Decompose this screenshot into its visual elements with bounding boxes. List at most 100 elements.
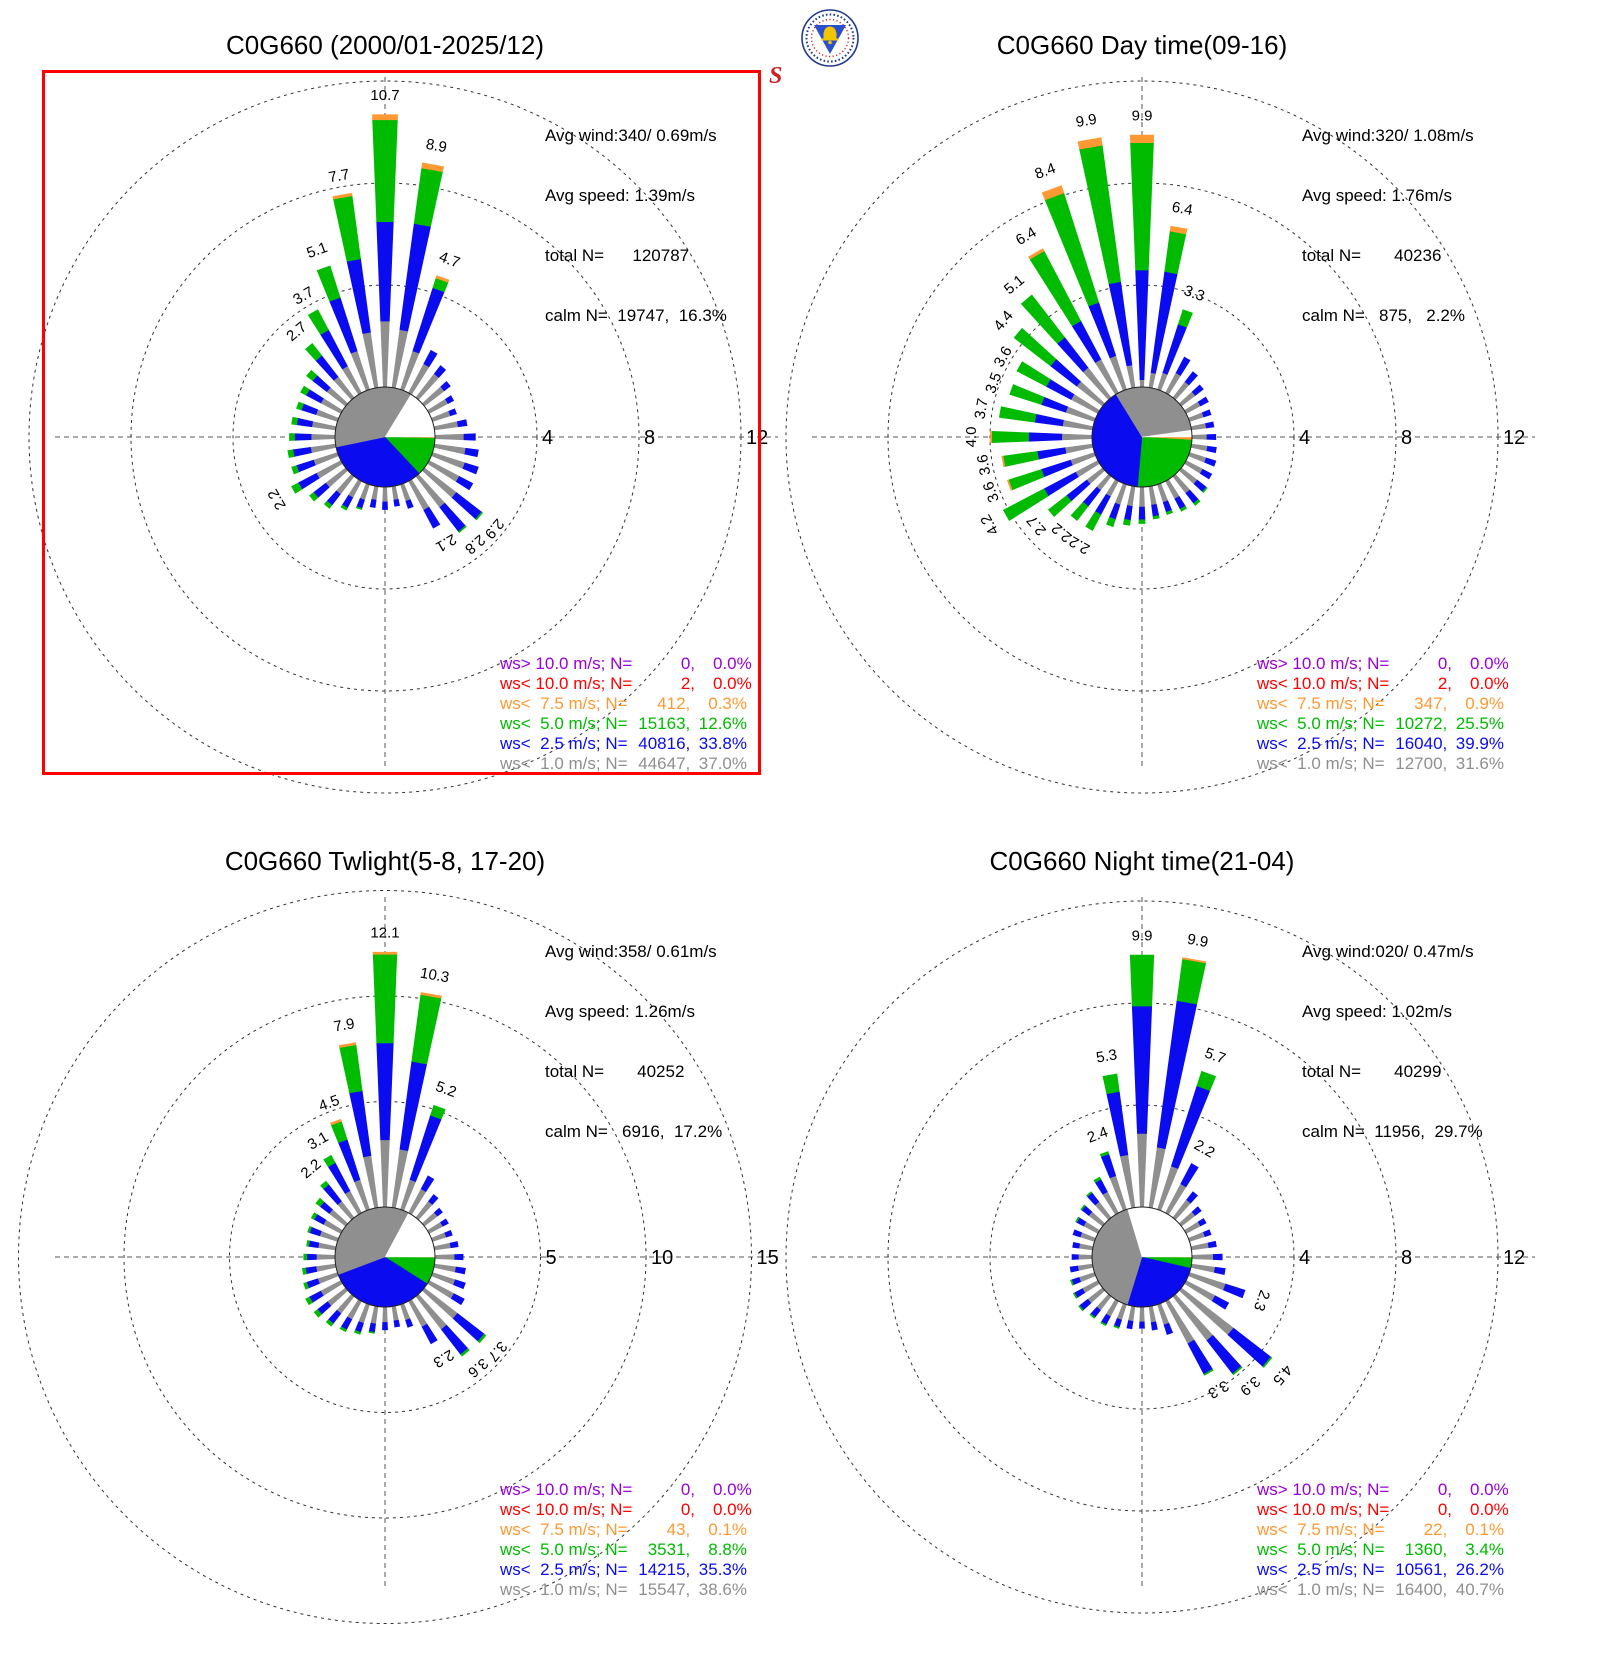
calm-speed-pie xyxy=(1091,386,1193,488)
legend-row: ws< 5.0 m/s; N= 1360, 3.4% xyxy=(1257,1540,1509,1560)
ring-tick-label: 5 xyxy=(546,1247,557,1269)
bar-segment xyxy=(408,363,430,395)
bar-segment xyxy=(291,465,300,475)
bar-segment xyxy=(371,485,379,501)
bar-value-label: 4.5 xyxy=(1269,1361,1295,1388)
bar-segment xyxy=(300,385,310,396)
legend-text: 0.0% xyxy=(1469,654,1509,673)
direction-bar xyxy=(303,1253,336,1261)
legend-row: ws< 2.5 m/s; N= 16040, 39.9% xyxy=(1257,734,1509,754)
legend-text: 40.7% xyxy=(1455,1580,1504,1599)
legend-text: 15163 xyxy=(638,714,686,733)
range-ring xyxy=(785,80,1499,794)
bar-segment xyxy=(368,1331,375,1334)
direction-bar xyxy=(1184,1280,1230,1310)
direction-bar xyxy=(1106,483,1127,528)
range-ring xyxy=(28,80,742,794)
direction-bar xyxy=(1165,356,1191,395)
direction-bar xyxy=(369,485,379,509)
direction-bar xyxy=(1093,1176,1119,1215)
legend-text: ws> 10.0 m/s; N= xyxy=(500,1480,633,1499)
pie-outline xyxy=(334,1206,436,1308)
bar-segment xyxy=(448,408,457,417)
bar-segment xyxy=(391,485,399,501)
legend-row: ws< 5.0 m/s; N= 15163, 12.6% xyxy=(500,714,752,734)
direction-bar xyxy=(421,1207,443,1227)
bar-value-label: 4.7 xyxy=(437,248,462,271)
bar-segment xyxy=(1096,473,1112,491)
direction-bar xyxy=(289,433,336,441)
direction-bar xyxy=(309,467,349,502)
bar-segment xyxy=(1211,1295,1230,1310)
bar-segment xyxy=(1105,479,1119,498)
bar-segment xyxy=(359,483,370,501)
bar-segment xyxy=(320,398,343,414)
range-ring xyxy=(887,182,1397,692)
direction-bar xyxy=(1126,1305,1136,1330)
direction-bar xyxy=(421,381,451,407)
bar-value-label: 2.2 xyxy=(298,1156,325,1182)
bar-segment xyxy=(1178,1211,1196,1227)
bar-segment xyxy=(445,395,455,404)
bar-segment xyxy=(341,365,362,395)
highlight-box xyxy=(42,70,761,775)
bar-segment xyxy=(454,1266,466,1275)
direction-bar xyxy=(415,1194,439,1221)
bar-segment xyxy=(339,1326,347,1333)
direction-bar: 3.3 xyxy=(1157,282,1207,391)
bar-segment xyxy=(391,329,409,389)
direction-bar xyxy=(287,443,337,458)
bar-segment xyxy=(421,1287,458,1320)
legend-text: ws< 1.0 m/s; N= xyxy=(1257,754,1385,773)
bar-segment xyxy=(1157,1165,1179,1211)
bar-segment xyxy=(1078,1254,1093,1260)
bar-segment xyxy=(1262,1356,1273,1368)
direction-bar xyxy=(1072,1280,1100,1299)
bar-segment xyxy=(1138,519,1146,524)
bar-segment xyxy=(1193,479,1207,493)
legend-text: 0.0% xyxy=(712,654,752,673)
bar-segment xyxy=(1139,379,1145,388)
bar-value-label: 2.7 xyxy=(1024,512,1050,539)
bar-segment xyxy=(309,1226,322,1237)
bar-segment xyxy=(382,501,388,510)
bar-segment xyxy=(444,1230,453,1238)
bar-segment xyxy=(310,1212,318,1220)
bar-segment xyxy=(327,1162,351,1194)
bar-segment xyxy=(1150,271,1178,374)
legend-text: , xyxy=(1442,1540,1452,1559)
bar-segment xyxy=(346,258,371,334)
bar-segment xyxy=(1201,409,1212,418)
bar-segment xyxy=(1085,511,1102,531)
bar-segment xyxy=(296,401,304,411)
bar-segment xyxy=(363,1155,379,1209)
direction-bar xyxy=(1078,1287,1106,1312)
bar-segment xyxy=(1184,1280,1216,1302)
bar-segment xyxy=(347,1299,362,1320)
legend-text: 0.9% xyxy=(1465,694,1504,713)
bar-segment xyxy=(1131,1005,1153,1134)
chart-legend-night-time: ws> 10.0 m/s; N= 0, 0.0% ws< 10.0 m/s; N= 0… xyxy=(1257,1480,1509,1600)
bar-segment xyxy=(400,1303,411,1321)
ring-tick-label: 8 xyxy=(644,427,655,449)
stat-avg-wind: Avg wind:340/ 0.69m/s xyxy=(545,126,717,145)
direction-bar xyxy=(431,452,479,475)
bar-segment xyxy=(391,1148,409,1209)
legend-text: , xyxy=(1442,714,1452,733)
bar-segment xyxy=(380,320,390,388)
bar-segment xyxy=(421,467,457,499)
bar-segment xyxy=(320,329,348,370)
legend-row: ws< 7.5 m/s; N= 412, 0.3% xyxy=(500,694,752,714)
legend-text: , xyxy=(685,1520,695,1539)
bar-segment xyxy=(1162,500,1173,513)
ring-tick-label: 4 xyxy=(542,427,553,449)
legend-text: 8.8% xyxy=(708,1540,747,1559)
stat-calm-n: calm N= 6916, 17.2% xyxy=(545,1122,723,1141)
direction-bar: 8.9 xyxy=(391,136,448,389)
bar-segment xyxy=(1009,384,1045,405)
bar-segment xyxy=(433,1263,457,1273)
bar-segment xyxy=(1079,144,1122,285)
bar-segment xyxy=(1088,1211,1106,1227)
bar-segment xyxy=(1008,469,1045,491)
direction-bar xyxy=(433,419,468,431)
